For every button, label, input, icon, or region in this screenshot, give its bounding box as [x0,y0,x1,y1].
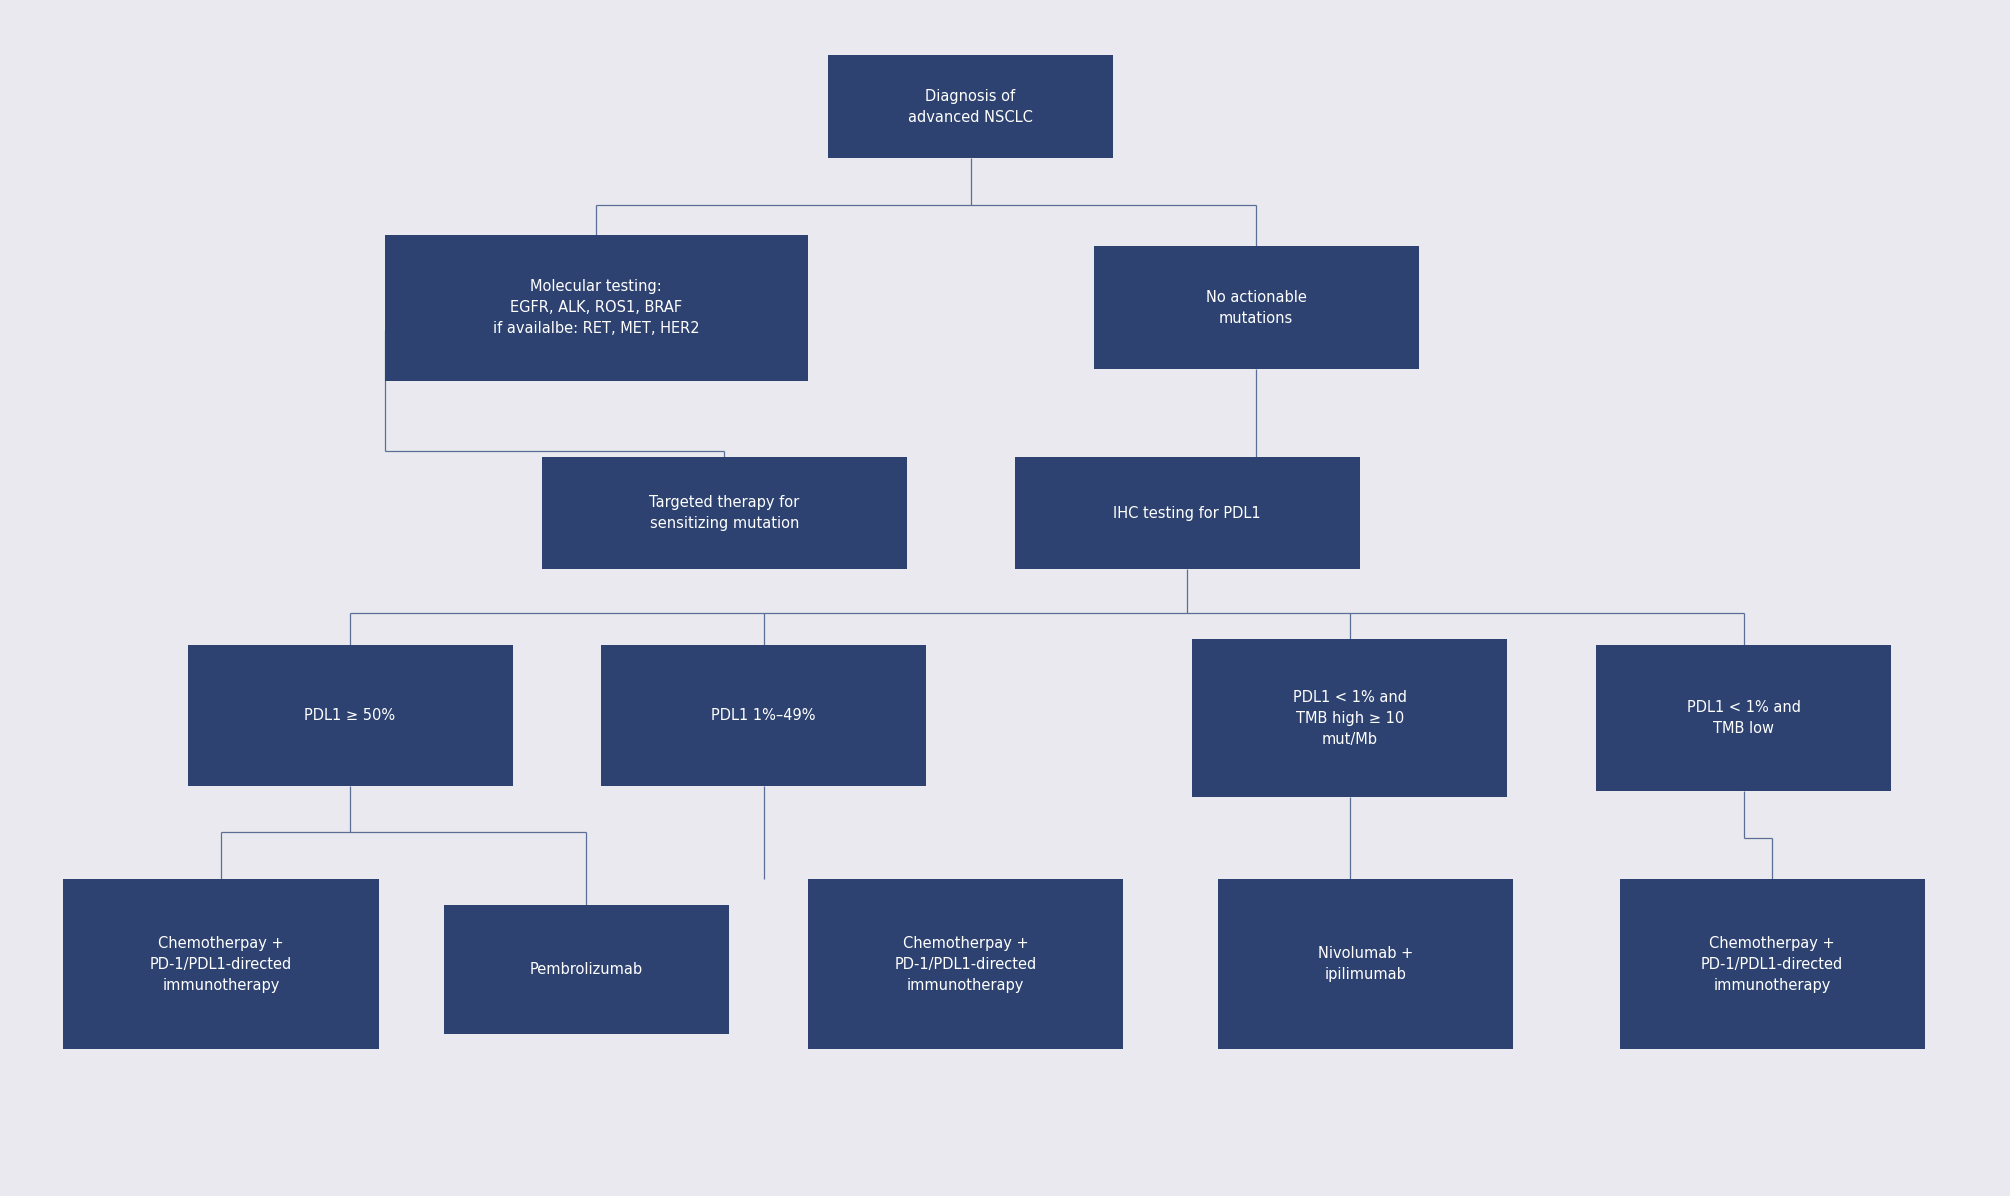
FancyBboxPatch shape [64,879,378,1049]
FancyBboxPatch shape [601,645,927,786]
Text: PDL1 1%–49%: PDL1 1%–49% [712,708,816,722]
Text: PDL1 ≥ 50%: PDL1 ≥ 50% [304,708,396,722]
Text: No actionable
mutations: No actionable mutations [1206,289,1306,327]
Text: Chemotherpay +
PD-1/PDL1-directed
immunotherapy: Chemotherpay + PD-1/PDL1-directed immuno… [151,935,291,993]
Text: Targeted therapy for
sensitizing mutation: Targeted therapy for sensitizing mutatio… [649,495,800,531]
FancyBboxPatch shape [1192,639,1508,798]
FancyBboxPatch shape [1218,879,1514,1049]
Text: IHC testing for PDL1: IHC testing for PDL1 [1114,506,1260,520]
FancyBboxPatch shape [384,234,808,382]
Text: Diagnosis of
advanced NSCLC: Diagnosis of advanced NSCLC [909,89,1033,124]
FancyBboxPatch shape [444,905,730,1035]
Text: Nivolumab +
ipilimumab: Nivolumab + ipilimumab [1319,946,1413,982]
FancyBboxPatch shape [1596,645,1891,792]
Text: Pembrolizumab: Pembrolizumab [531,962,643,977]
FancyBboxPatch shape [1620,879,1926,1049]
FancyBboxPatch shape [808,879,1124,1049]
FancyBboxPatch shape [543,457,907,569]
Text: Molecular testing:
EGFR, ALK, ROS1, BRAF
if availalbe: RET, MET, HER2: Molecular testing: EGFR, ALK, ROS1, BRAF… [492,280,699,336]
Text: Chemotherpay +
PD-1/PDL1-directed
immunotherapy: Chemotherpay + PD-1/PDL1-directed immuno… [894,935,1037,993]
FancyBboxPatch shape [187,645,513,786]
Text: PDL1 < 1% and
TMB low: PDL1 < 1% and TMB low [1686,700,1801,737]
FancyBboxPatch shape [1015,457,1359,569]
FancyBboxPatch shape [828,55,1114,159]
FancyBboxPatch shape [1093,246,1419,370]
Text: PDL1 < 1% and
TMB high ≥ 10
mut/Mb: PDL1 < 1% and TMB high ≥ 10 mut/Mb [1292,690,1407,746]
Text: Chemotherpay +
PD-1/PDL1-directed
immunotherapy: Chemotherpay + PD-1/PDL1-directed immuno… [1700,935,1843,993]
